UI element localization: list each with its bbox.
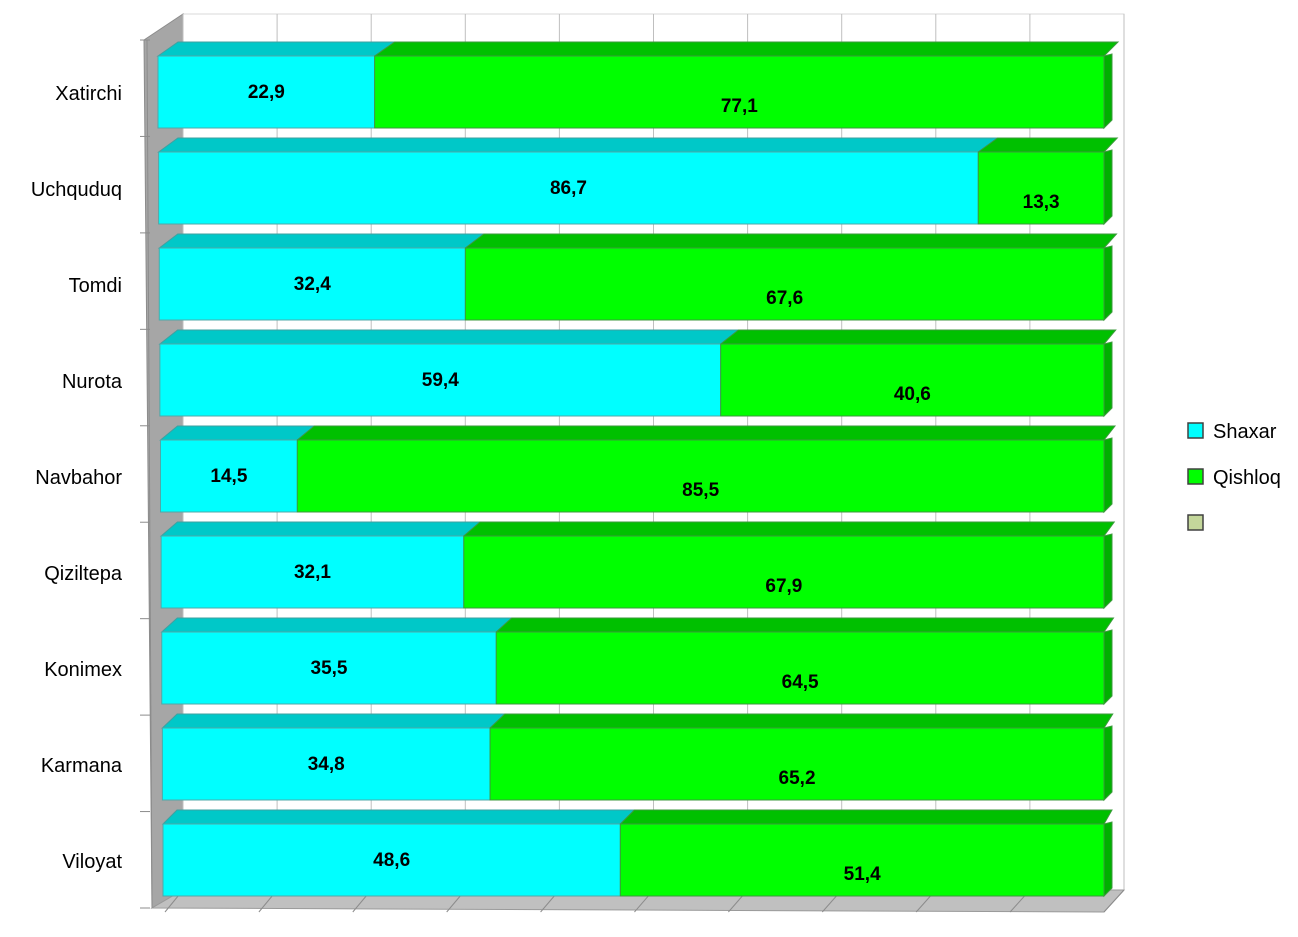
bar-top-qishloq xyxy=(295,425,1117,441)
bar-top-qishloq xyxy=(463,233,1118,249)
bar-qishloq xyxy=(374,55,1105,129)
bar-shaxar xyxy=(161,631,497,705)
bar-side-qishloq xyxy=(1103,533,1113,610)
data-label-shaxar: 34,8 xyxy=(308,754,345,775)
bar-side-qishloq xyxy=(1103,437,1113,514)
bar-qishloq xyxy=(489,727,1105,801)
bar-side-qishloq xyxy=(1103,821,1113,898)
data-label-qishloq: 51,4 xyxy=(844,864,881,885)
data-label-qishloq: 85,5 xyxy=(682,480,719,501)
legend-swatch xyxy=(1187,468,1204,485)
bar-qishloq xyxy=(495,631,1105,705)
bar-qishloq xyxy=(977,151,1105,225)
bar-top-shaxar xyxy=(157,233,486,249)
bar-qishloq xyxy=(296,439,1105,513)
bar-top-shaxar xyxy=(159,425,316,441)
category-label: Nurota xyxy=(62,371,123,393)
data-label-qishloq: 13,3 xyxy=(1023,192,1060,213)
bar-top-qishloq xyxy=(976,137,1119,153)
bar-side-qishloq xyxy=(1103,629,1113,706)
data-label-qishloq: 64,5 xyxy=(782,672,819,693)
bar-qishloq xyxy=(619,823,1105,897)
bar-top-shaxar xyxy=(161,809,636,825)
bar-shaxar xyxy=(157,55,376,129)
legend-label: Shaxar xyxy=(1213,421,1277,443)
data-label-shaxar: 32,1 xyxy=(294,562,331,583)
data-label-qishloq: 40,6 xyxy=(894,384,931,405)
bar-shaxar xyxy=(162,823,621,897)
category-label: Tomdi xyxy=(69,275,122,297)
legend-swatch xyxy=(1187,422,1204,439)
legend-swatch xyxy=(1187,514,1204,531)
bar-top-shaxar xyxy=(157,137,1000,153)
bar-top-shaxar xyxy=(158,329,740,345)
bar-side-qishloq xyxy=(1103,725,1113,802)
data-label-shaxar: 48,6 xyxy=(373,850,410,871)
category-label: Viloyat xyxy=(62,851,122,873)
bar-top-shaxar xyxy=(156,41,397,57)
data-label-qishloq: 77,1 xyxy=(721,96,758,117)
bar-qishloq xyxy=(464,247,1105,321)
bar-top-qishloq xyxy=(719,329,1117,345)
bar-top-qishloq xyxy=(494,617,1115,633)
data-label-shaxar: 22,9 xyxy=(248,82,285,103)
bar-shaxar xyxy=(160,535,465,609)
bar-shaxar xyxy=(160,439,298,513)
bar-side-qishloq xyxy=(1103,245,1113,322)
data-label-qishloq: 67,9 xyxy=(765,576,802,597)
bar-top-qishloq xyxy=(488,713,1114,729)
data-label-shaxar: 59,4 xyxy=(422,370,459,391)
bar-top-qishloq xyxy=(373,41,1120,57)
bar-top-shaxar xyxy=(161,713,507,729)
bar-shaxar xyxy=(159,343,722,417)
bar-top-shaxar xyxy=(159,521,482,537)
data-label-qishloq: 67,6 xyxy=(766,288,803,309)
data-label-shaxar: 35,5 xyxy=(311,658,348,679)
bar-side-qishloq xyxy=(1103,53,1113,130)
bar-side-qishloq xyxy=(1103,341,1113,418)
bar-qishloq xyxy=(463,535,1105,609)
floor-grid-line xyxy=(1103,889,1125,913)
data-label-shaxar: 14,5 xyxy=(210,466,247,487)
bar-top-qishloq xyxy=(619,809,1113,825)
data-label-qishloq: 65,2 xyxy=(779,768,816,789)
bar-top-qishloq xyxy=(462,521,1116,537)
bar-side-qishloq xyxy=(1103,149,1113,226)
bar-shaxar xyxy=(158,151,979,225)
y-axis-line xyxy=(146,39,153,909)
bar-shaxar xyxy=(161,727,491,801)
bar-shaxar xyxy=(158,247,466,321)
category-label: Qiziltepa xyxy=(44,563,123,585)
category-label: Xatirchi xyxy=(55,83,122,105)
category-label: Karmana xyxy=(41,755,123,777)
data-label-shaxar: 32,4 xyxy=(294,274,331,295)
category-label: Uchquduq xyxy=(31,179,122,201)
bar-qishloq xyxy=(720,343,1105,417)
category-label: Navbahor xyxy=(35,467,122,489)
category-label: Konimex xyxy=(44,659,122,681)
legend-label: Qishloq xyxy=(1213,467,1281,489)
data-label-shaxar: 86,7 xyxy=(550,178,587,199)
bar-top-shaxar xyxy=(160,617,514,633)
